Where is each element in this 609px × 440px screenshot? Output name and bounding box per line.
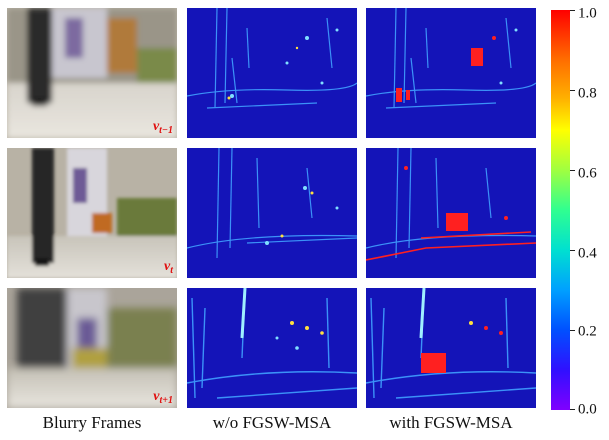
colorbar-tick-label: 0.2 bbox=[578, 323, 597, 340]
colorbar-tick-label: 1.0 bbox=[578, 5, 597, 22]
frame-label-t-plus-1: vt+1 bbox=[153, 389, 173, 406]
colorbar-tick-label: 0.6 bbox=[578, 165, 597, 182]
colorbar-tick bbox=[570, 10, 575, 11]
frame-label-t-minus-1: vt−1 bbox=[152, 119, 173, 136]
blurry-frame-2: vt bbox=[7, 148, 177, 278]
attention-map-without-1 bbox=[187, 8, 357, 138]
blurry-frame-1: vt−1 bbox=[7, 8, 177, 138]
attention-map-with-2 bbox=[366, 148, 536, 278]
colorbar-tick-label: 0.0 bbox=[578, 401, 597, 418]
colorbar bbox=[551, 10, 570, 410]
caption-with-fgsw-msa: with FGSW-MSA bbox=[389, 413, 513, 432]
colorbar-tick bbox=[570, 250, 575, 251]
colorbar-tick-label: 0.4 bbox=[578, 245, 597, 262]
caption-without-fgsw-msa: w/o FGSW-MSA bbox=[212, 413, 332, 432]
attention-map-without-3 bbox=[187, 288, 357, 408]
colorbar-tick bbox=[570, 330, 575, 331]
attention-map-without-2 bbox=[187, 148, 357, 278]
caption-blurry-frames: Blurry Frames bbox=[42, 413, 142, 432]
frame-label-t: vt bbox=[164, 259, 173, 276]
attention-map-with-1 bbox=[366, 8, 536, 138]
colorbar-tick bbox=[570, 170, 575, 171]
blurry-frame-3: vt+1 bbox=[7, 288, 177, 408]
colorbar-tick bbox=[570, 409, 575, 410]
attention-map-with-3 bbox=[366, 288, 536, 408]
colorbar-tick bbox=[570, 90, 575, 91]
colorbar-tick-label: 0.8 bbox=[578, 85, 597, 102]
